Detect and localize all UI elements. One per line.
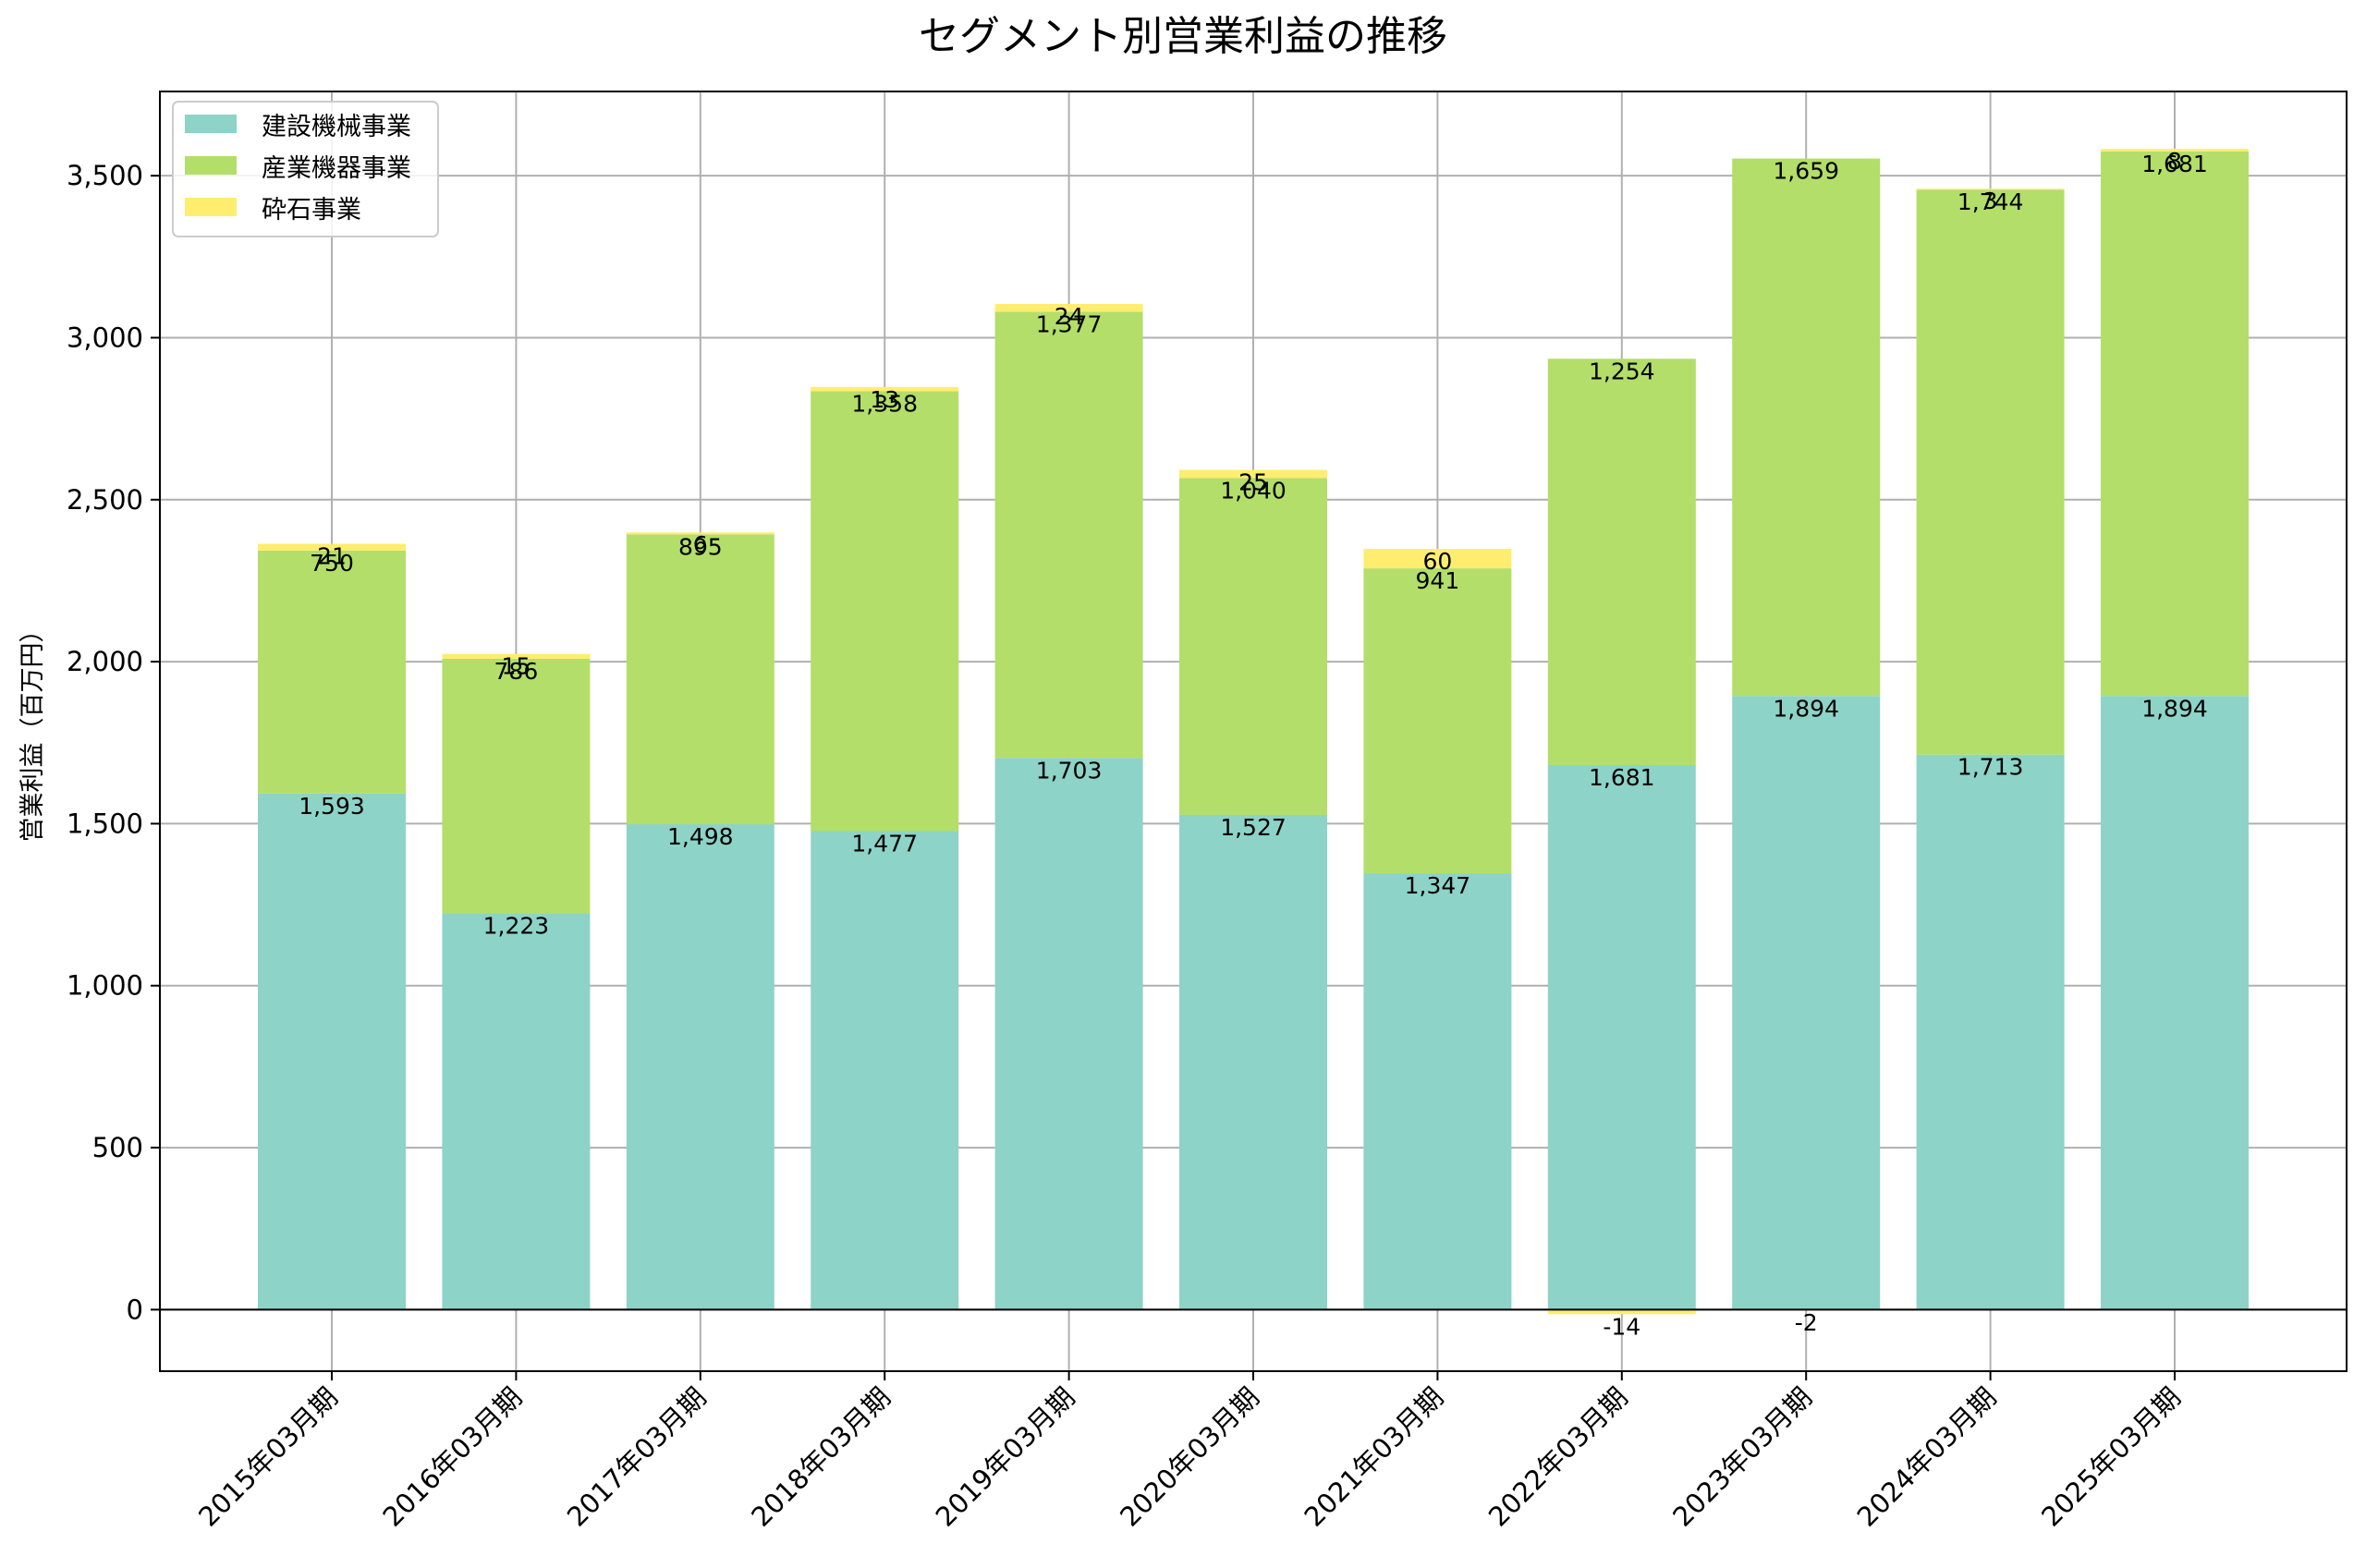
- data-label-construction: 1,223: [483, 913, 550, 940]
- data-label-crushed-stone: 6: [693, 531, 708, 558]
- data-label-industrial: 1,377: [1036, 310, 1103, 337]
- legend-label-crushed-stone: 砕石事業: [262, 196, 361, 225]
- legend-frame: [172, 101, 439, 237]
- bar-construction: [1547, 764, 1696, 1310]
- bar-crushed-stone: [626, 532, 774, 535]
- bar-industrial: [994, 311, 1143, 759]
- bar-industrial: [2101, 151, 2249, 697]
- data-label-construction: 1,713: [1957, 754, 2024, 781]
- y-tick-label: 3,000: [67, 322, 143, 353]
- data-label-construction: 1,498: [667, 823, 734, 850]
- x-tick-label: 2018年03月期: [745, 1381, 896, 1533]
- bar-crushed-stone: [258, 543, 406, 551]
- bar-crushed-stone: [994, 304, 1143, 312]
- y-tick-label: 0: [127, 1294, 143, 1325]
- data-label-crushed-stone: 13: [870, 386, 899, 413]
- data-label-crushed-stone: 15: [501, 653, 531, 680]
- data-label-crushed-stone: 3: [1983, 188, 1998, 214]
- data-label-crushed-stone: -2: [1795, 1309, 1818, 1336]
- y-tick-label: 500: [92, 1132, 143, 1163]
- bar-industrial: [1179, 478, 1327, 815]
- y-tick-label: 1,000: [67, 970, 143, 1002]
- chart-title: セグメント別営業利益の推移: [919, 13, 1447, 60]
- data-label-industrial: 941: [1416, 567, 1460, 594]
- bar-industrial: [1363, 568, 1512, 874]
- x-tick-label: 2025年03月期: [2035, 1381, 2187, 1533]
- bar-construction: [2101, 696, 2249, 1310]
- bar-crushed-stone: [2101, 149, 2249, 152]
- bar-industrial: [1732, 158, 1881, 697]
- data-label-industrial: 1,254: [1589, 358, 1655, 384]
- bar-construction: [442, 913, 591, 1310]
- bar-crushed-stone: [1916, 188, 2065, 190]
- legend-swatch-construction: [185, 115, 237, 133]
- legend-swatch-crushed-stone: [185, 198, 237, 216]
- bar-construction: [1363, 873, 1512, 1310]
- bar-construction: [1179, 814, 1327, 1310]
- x-tick-label: 2023年03月期: [1666, 1381, 1818, 1533]
- legend-swatch-industrial: [185, 156, 237, 175]
- bar-crushed-stone: [1363, 549, 1512, 569]
- data-label-industrial: 1,040: [1220, 477, 1287, 504]
- x-tick-label: 2020年03月期: [1114, 1381, 1265, 1533]
- bar-crushed-stone: [1179, 469, 1327, 479]
- legend-label-construction: 建設機械事業: [262, 113, 411, 141]
- data-label-crushed-stone: 8: [2167, 148, 2182, 175]
- data-label-industrial: 1,358: [851, 390, 918, 417]
- data-label-construction: 1,894: [2141, 695, 2208, 722]
- bar-industrial: [258, 550, 406, 794]
- data-label-industrial: 895: [678, 533, 723, 560]
- y-axis-label: 営業利益（百万円）: [18, 618, 47, 843]
- bar-layer: [258, 149, 2249, 1315]
- bar-industrial: [1916, 189, 2065, 755]
- bar-construction: [994, 758, 1143, 1310]
- data-label-construction: 1,347: [1405, 872, 1471, 899]
- bar-construction: [811, 831, 959, 1310]
- bar-crushed-stone: [811, 386, 959, 392]
- bar-construction: [1732, 696, 1881, 1310]
- data-label-construction: 1,894: [1773, 695, 1839, 722]
- data-label-construction: 1,593: [299, 793, 365, 820]
- bar-construction: [1916, 754, 2065, 1310]
- bar-industrial: [1547, 359, 1696, 765]
- data-label-construction: 1,527: [1220, 814, 1287, 841]
- bar-industrial: [442, 658, 591, 914]
- data-label-industrial: 750: [310, 550, 354, 577]
- y-tick-label: 2,500: [67, 484, 143, 516]
- data-label-construction: 1,681: [1589, 764, 1655, 791]
- data-label-layer: 1,593750211,223786151,49889561,4771,3581…: [299, 148, 2208, 1340]
- x-tick-label: 2016年03月期: [376, 1381, 528, 1533]
- legend: 建設機械事業 産業機器事業 砕石事業: [172, 101, 439, 237]
- bar-crushed-stone: [442, 653, 591, 659]
- x-tick-label: 2019年03月期: [930, 1381, 1081, 1533]
- legend-label-industrial: 産業機器事業: [262, 154, 411, 183]
- bar-industrial: [811, 391, 959, 832]
- data-label-industrial: 1,659: [1773, 158, 1839, 185]
- bar-crushed-stone: [1547, 1309, 1696, 1315]
- data-label-crushed-stone: -14: [1603, 1313, 1640, 1340]
- data-label-industrial: 1,744: [1957, 188, 2024, 215]
- x-tick-label: 2017年03月期: [561, 1381, 713, 1533]
- y-tick-label: 2,000: [67, 646, 143, 677]
- bar-industrial: [626, 534, 774, 825]
- x-tick-label: 2022年03月期: [1482, 1381, 1634, 1533]
- data-label-construction: 1,477: [851, 830, 918, 857]
- x-tick-label: 2024年03月期: [1851, 1381, 2003, 1533]
- x-tick-label: 2015年03月期: [192, 1381, 344, 1533]
- data-label-crushed-stone: 60: [1422, 548, 1452, 575]
- data-label-crushed-stone: 25: [1238, 469, 1268, 496]
- data-label-crushed-stone: 21: [317, 542, 347, 569]
- x-tick-label: 2021年03月期: [1298, 1381, 1449, 1533]
- y-tick-label: 1,500: [67, 808, 143, 839]
- bar-construction: [626, 824, 774, 1310]
- data-label-construction: 1,703: [1036, 757, 1103, 784]
- data-label-crushed-stone: 24: [1055, 303, 1084, 330]
- data-label-industrial: 1,681: [2141, 151, 2208, 177]
- bar-construction: [258, 793, 406, 1310]
- data-label-industrial: 786: [494, 658, 539, 685]
- y-tick-label: 3,500: [67, 160, 143, 191]
